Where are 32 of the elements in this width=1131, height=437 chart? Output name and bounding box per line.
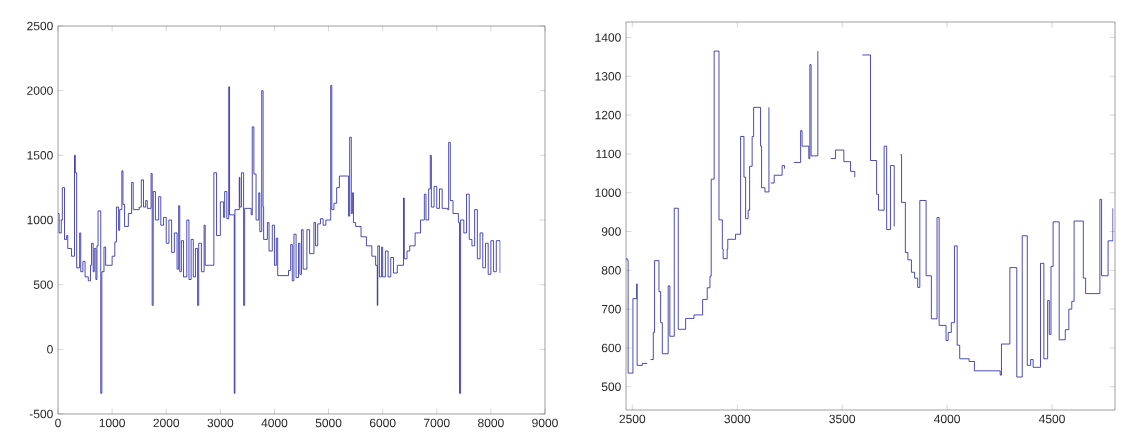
- x-tick-label: 3000: [724, 414, 751, 424]
- y-tick-label: 1400: [595, 33, 621, 42]
- y-tick-label: 500: [33, 280, 53, 289]
- x-tick-label: 4500: [1038, 414, 1065, 424]
- y-tick-label: 0: [47, 345, 53, 354]
- y-tick-label: 800: [601, 266, 621, 275]
- x-tick-label: 0: [55, 418, 61, 428]
- y-tick-label: 700: [601, 304, 621, 314]
- x-tick-label: 6000: [369, 418, 396, 428]
- x-tick-label: 1000: [99, 418, 125, 428]
- x-tick-label: 5000: [315, 418, 342, 428]
- x-tick-label: 2500: [619, 414, 646, 424]
- x-tick-label: 4000: [261, 418, 288, 428]
- y-tick-label: 1100: [596, 149, 621, 159]
- x-tick-label: 9000: [532, 418, 558, 428]
- x-tick-label: 4000: [934, 414, 960, 424]
- y-tick-label: 2500: [27, 21, 53, 31]
- y-tick-label: 1500: [27, 151, 53, 160]
- y-tick-label: 1000: [27, 215, 53, 225]
- y-tick-label: 500: [601, 382, 621, 391]
- y-tick-label: 900: [601, 227, 621, 236]
- x-tick-label: 7000: [424, 418, 450, 428]
- y-tick-label: 1300: [595, 72, 621, 81]
- y-tick-label: 1000: [595, 188, 621, 197]
- x-tick-label: 2000: [153, 418, 180, 428]
- x-tick-label: 8000: [478, 418, 504, 428]
- x-tick-label: 3500: [829, 414, 856, 424]
- y-tick-label: 600: [601, 343, 621, 353]
- x-tick-label: 3000: [207, 418, 234, 428]
- y-tick-label: -500: [29, 409, 53, 419]
- y-tick-label: 2000: [27, 86, 53, 95]
- y-tick-label: 1200: [595, 110, 621, 120]
